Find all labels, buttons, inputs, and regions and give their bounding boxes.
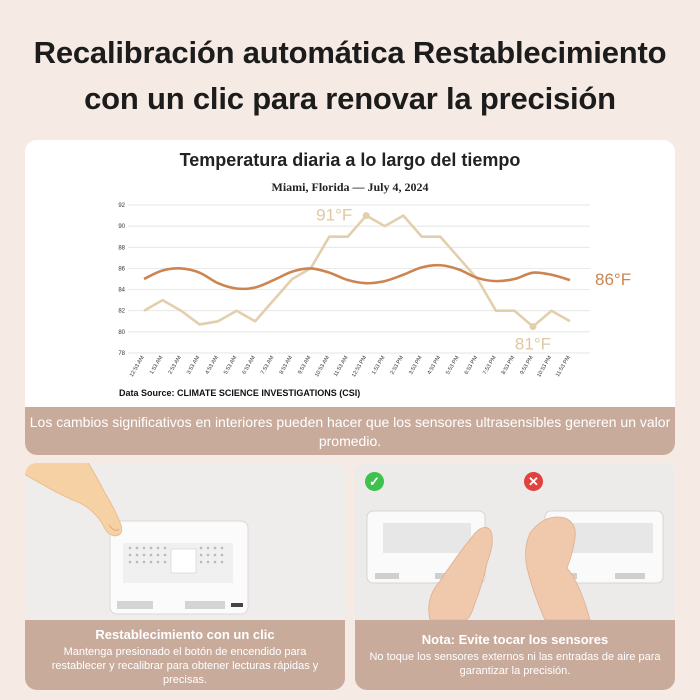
x-tick-label: 1:53 PM bbox=[371, 355, 387, 376]
x-tick-label: 7:53 AM bbox=[260, 355, 275, 376]
x-tick-label: 11:53 PM bbox=[555, 355, 572, 378]
x-tick-label: 5:53 AM bbox=[223, 355, 238, 376]
chart-subtitle: Miami, Florida — July 4, 2024 bbox=[271, 180, 429, 194]
y-tick-label: 90 bbox=[118, 224, 125, 230]
x-tick-label: 5:53 PM bbox=[445, 355, 461, 376]
average-label: 86°F bbox=[595, 270, 631, 289]
x-tick-label: 12:53 AM bbox=[129, 355, 146, 378]
x-tick-label: 8:53 AM bbox=[279, 355, 294, 376]
chart-caption-band: Los cambios significativos en interiores… bbox=[25, 407, 675, 455]
headline: Recalibración automática Restablecimient… bbox=[0, 30, 700, 122]
x-tick-label: 9:53 AM bbox=[297, 355, 312, 376]
x-tick-label: 12:53 PM bbox=[351, 355, 368, 379]
x-tick-label: 11:53 AM bbox=[333, 355, 350, 378]
temperature-chart: 78 80 82 84 86 88 90 92 12:53 AM 1:53 AM 2:53 AM 3:… bbox=[118, 203, 631, 379]
x-tick-label: 4:53 PM bbox=[427, 355, 443, 376]
series-line-hourly bbox=[143, 214, 571, 328]
headline-line-1: Recalibración automática Restablecimient… bbox=[33, 35, 667, 70]
sensor-note-title: Nota: Evite tocar los sensores bbox=[421, 632, 609, 647]
x-tick-label: 9:53 PM bbox=[519, 355, 535, 376]
peak-label: 91°F bbox=[316, 206, 352, 225]
peak-marker bbox=[362, 212, 370, 220]
low-label: 81°F bbox=[515, 335, 551, 354]
series-line-average bbox=[143, 263, 571, 291]
reset-panel-title: Restablecimiento con un clic bbox=[95, 627, 275, 642]
correct-hold-device-icon bbox=[366, 510, 493, 620]
hand-pressing-icon bbox=[25, 463, 123, 537]
y-tick-label: 92 bbox=[118, 203, 125, 209]
x-tick-label: 2:53 PM bbox=[390, 355, 406, 376]
reset-panel: Restablecimiento con un clic Mantenga pr… bbox=[25, 463, 345, 690]
headline-line-2: con un clic para renovar la precisión bbox=[84, 81, 616, 116]
reset-panel-band: Restablecimiento con un clic Mantenga pr… bbox=[25, 620, 345, 690]
x-tick-label: 4:53 AM bbox=[205, 355, 220, 376]
check-icon: ✓ bbox=[365, 472, 384, 491]
data-source: Data Source: CLIMATE SCIENCE INVESTIGATI… bbox=[119, 388, 361, 398]
y-tick-label: 82 bbox=[118, 309, 125, 315]
y-tick-label: 78 bbox=[118, 351, 125, 357]
chart-title: Temperatura diaria a lo largo del tiempo bbox=[179, 150, 521, 170]
x-tick-label: 10:53 PM bbox=[536, 355, 553, 379]
device-press-illustration bbox=[25, 463, 345, 620]
sensor-handling-illustration bbox=[355, 463, 675, 620]
reset-panel-text: Mantenga presionado el botón de encendid… bbox=[51, 646, 319, 686]
chart-card: 78 80 82 84 86 88 90 92 12:53 AM 1:53 AM 2:53 AM 3:… bbox=[25, 140, 675, 455]
device-icon bbox=[109, 520, 249, 615]
wrong-hold-device-icon bbox=[525, 510, 664, 620]
x-tick-label: 3:53 PM bbox=[408, 355, 424, 376]
x-tick-label: 6:53 PM bbox=[464, 355, 480, 376]
y-tick-label: 80 bbox=[118, 330, 125, 336]
x-tick-label: 6:53 AM bbox=[242, 355, 257, 376]
x-tick-label: 1:53 AM bbox=[149, 355, 164, 376]
x-tick-label: 8:53 PM bbox=[501, 355, 517, 376]
y-tick-label: 86 bbox=[118, 266, 125, 272]
sensor-note-panel: ✓ ✕ Nota: Evite tocar los sensores No to… bbox=[355, 463, 675, 690]
x-tick-label: 7:53 PM bbox=[482, 355, 498, 376]
sensor-note-text: No toque los sensores externos ni las en… bbox=[369, 651, 661, 677]
x-tick-label: 2:53 AM bbox=[167, 355, 182, 376]
y-tick-label: 84 bbox=[118, 288, 125, 294]
sensor-note-band: Nota: Evite tocar los sensores No toque … bbox=[355, 620, 675, 690]
low-marker bbox=[529, 323, 537, 331]
x-tick-label: 10:53 AM bbox=[314, 355, 331, 378]
cross-icon: ✕ bbox=[524, 472, 543, 491]
y-tick-label: 88 bbox=[118, 245, 125, 251]
x-tick-label: 3:53 AM bbox=[186, 355, 201, 376]
